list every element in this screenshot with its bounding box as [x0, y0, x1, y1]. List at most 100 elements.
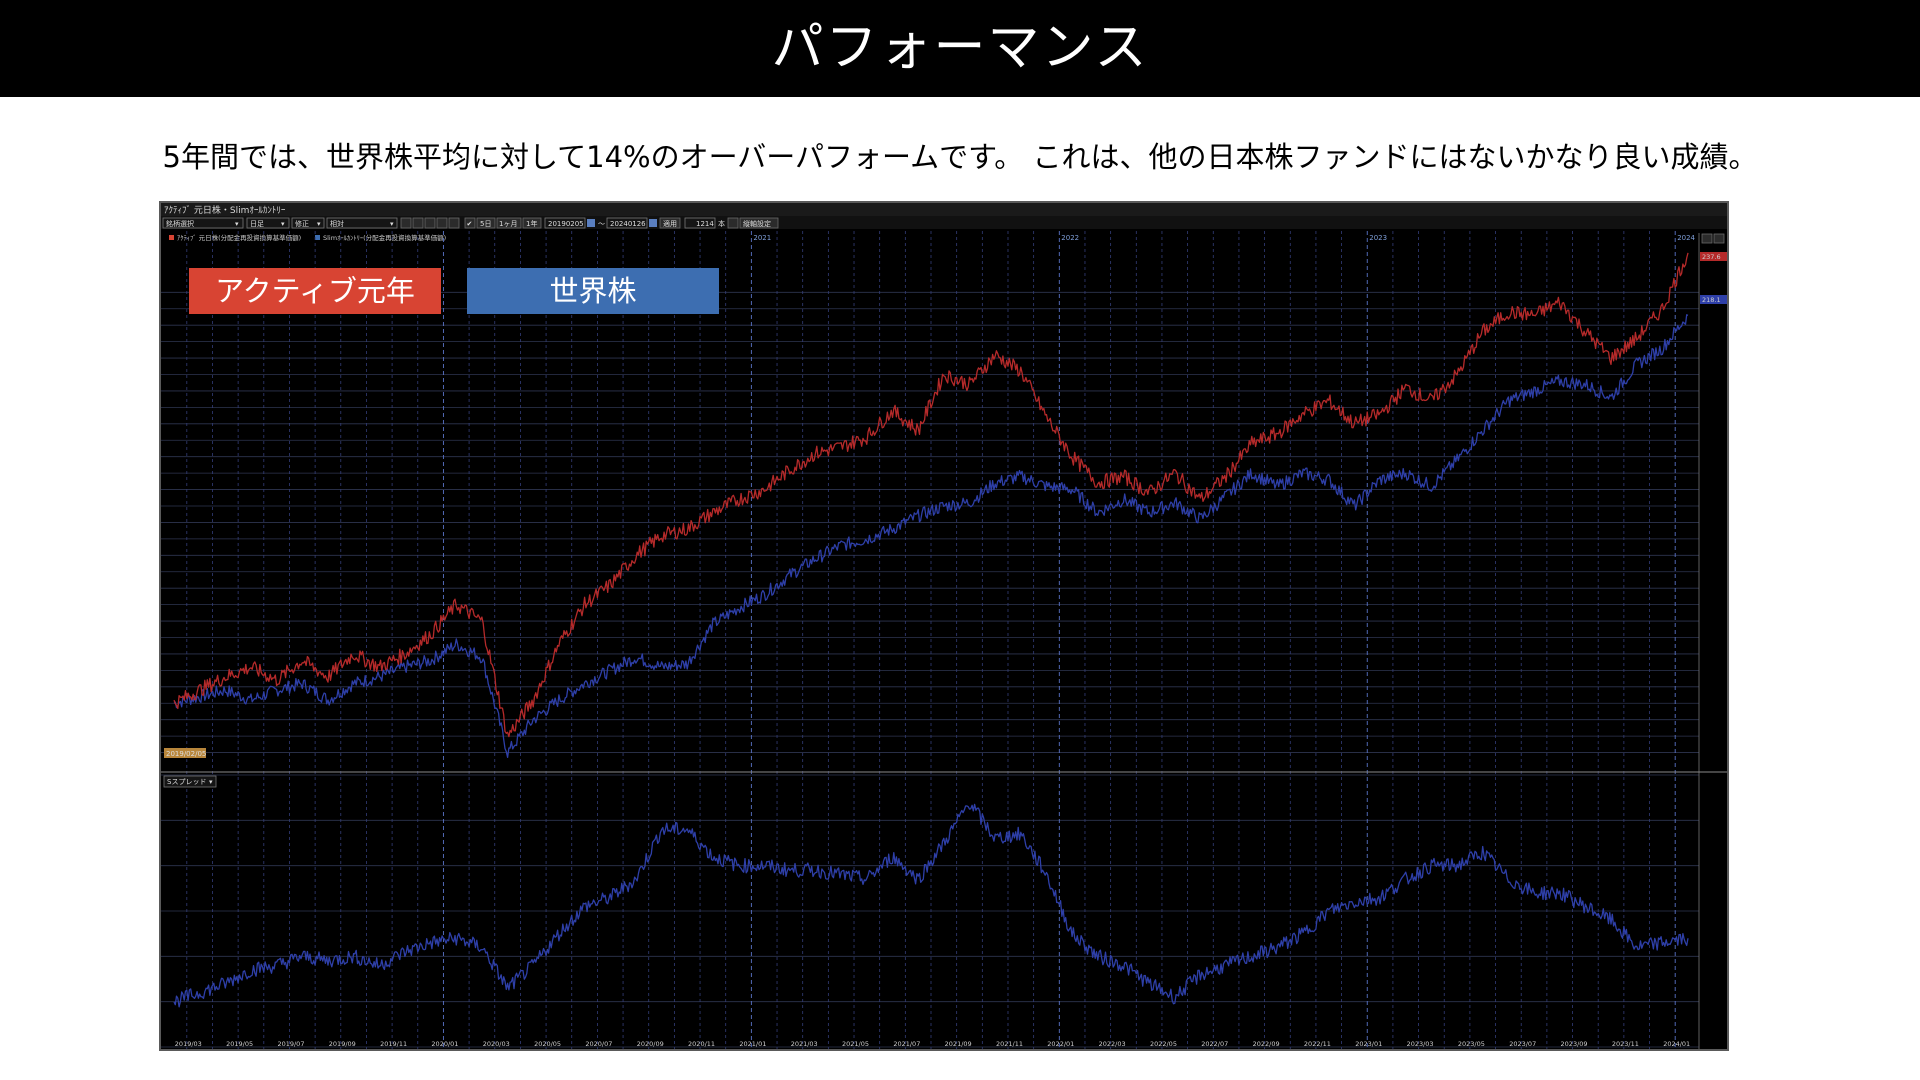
indicator-label: Sスプレッド — [167, 778, 206, 786]
x-tick-label: 2019/05 — [226, 1040, 253, 1048]
draw-tool-icon[interactable] — [424, 217, 436, 229]
start-date-text: 2019/02/05 — [166, 750, 206, 758]
symbol-dropdown-label: 銘柄選択 — [166, 219, 194, 228]
chevron-down-icon: ▾ — [390, 220, 394, 228]
adjust-dropdown[interactable] — [291, 217, 325, 229]
date-from-value: 20190205 — [548, 220, 584, 228]
x-tick-label: 2023/05 — [1458, 1040, 1485, 1048]
mode-dropdown-label: 相対 — [330, 219, 344, 228]
flag-icon[interactable] — [727, 217, 739, 229]
y-axis-panel — [1699, 233, 1727, 1049]
adjust-dropdown-label: 修正 — [295, 219, 309, 228]
last-value-tag-blue — [1700, 295, 1727, 304]
period-dropdown-label: 日足 — [250, 220, 264, 228]
draw-tool-icon[interactable] — [400, 217, 412, 229]
series-layer — [173, 252, 1689, 1008]
checkmark-glyph: ✔ — [467, 220, 473, 228]
x-tick-label: 2021/09 — [945, 1040, 972, 1048]
x-tick-label: 2021/05 — [842, 1040, 869, 1048]
x-tick-label: 2021/03 — [791, 1040, 818, 1048]
axis-settings-label: 縦軸設定 — [743, 219, 771, 228]
header-bar: パフォーマンス — [0, 0, 1920, 97]
range-1y-label: 1年 — [526, 219, 537, 228]
bar-count-unit: 本 — [718, 219, 725, 228]
bar-count-value: 1214 — [696, 220, 714, 228]
x-tick-label: 2023/01 — [1355, 1040, 1382, 1048]
calendar-icon[interactable] — [587, 219, 595, 227]
x-tick-label: 2019/07 — [277, 1040, 304, 1048]
x-tick-label: 2021/01 — [739, 1040, 766, 1048]
zoom-icon[interactable] — [436, 217, 448, 229]
x-tick-label: 2020/11 — [688, 1040, 715, 1048]
chart-svg: ｱｸﾃｨﾌﾞ 元日株・Slimｵｰﾙｶﾝﾄﾘｰ 銘柄選択 ▾ 日足 ▾ 修正 ▾… — [161, 203, 1727, 1049]
x-tick-label: 2022/11 — [1304, 1040, 1331, 1048]
x-tick-label: 2021/11 — [996, 1040, 1023, 1048]
x-tick-label: 2020/05 — [534, 1040, 561, 1048]
indicator-dropdown[interactable] — [163, 775, 217, 788]
x-tick-label: 2023/11 — [1612, 1040, 1639, 1048]
chevron-down-icon: ▾ — [281, 220, 285, 228]
axis-layer: 8590951001051101151201251301351401451501… — [175, 234, 1715, 1049]
x-tick-label: 2023/07 — [1509, 1040, 1536, 1048]
chevron-down-icon: ▾ — [317, 220, 321, 228]
last-value-tag-red — [1700, 252, 1727, 261]
last-value-blue: 218.1 — [1702, 296, 1721, 304]
bar-count-input[interactable] — [684, 217, 716, 229]
legend-swatch-red — [169, 235, 174, 240]
window-titlebar — [161, 203, 1727, 216]
last-value-red: 237.6 — [1702, 253, 1721, 261]
scroll-button[interactable] — [1701, 233, 1713, 244]
year-label: 2021 — [753, 234, 771, 242]
year-label: 2023 — [1369, 234, 1387, 242]
x-tick-label: 2022/07 — [1201, 1040, 1228, 1048]
axis-settings-button[interactable] — [739, 217, 779, 229]
x-tick-label: 2020/03 — [483, 1040, 510, 1048]
x-tick-label: 2023/03 — [1407, 1040, 1434, 1048]
legend-swatch-blue — [315, 235, 320, 240]
series-line-spread — [173, 803, 1689, 1008]
x-tick-label: 2024/01 — [1663, 1040, 1690, 1048]
x-tick-label: 2019/11 — [380, 1040, 407, 1048]
calendar-icon[interactable] — [649, 219, 657, 227]
range-1y-button[interactable] — [522, 217, 542, 229]
symbol-dropdown[interactable] — [162, 217, 244, 229]
x-tick-label: 2021/07 — [893, 1040, 920, 1048]
range-5d-label: 5日 — [480, 220, 491, 228]
range-1m-button[interactable] — [496, 217, 522, 229]
page-title: パフォーマンス — [771, 18, 1149, 78]
x-tick-label: 2022/05 — [1150, 1040, 1177, 1048]
window-title: ｱｸﾃｨﾌﾞ 元日株・Slimｵｰﾙｶﾝﾄﾘｰ — [164, 204, 286, 216]
active-fund-label: アクティブ元年 — [189, 268, 441, 314]
mode-dropdown[interactable] — [326, 217, 398, 229]
check-icon[interactable] — [464, 217, 476, 229]
year-label: 2022 — [1061, 234, 1079, 242]
x-tick-label: 2020/09 — [637, 1040, 664, 1048]
range-1m-label: 1ヶ月 — [499, 220, 517, 228]
chevron-down-icon: ▾ — [235, 220, 239, 228]
x-tick-label: 2022/01 — [1047, 1040, 1074, 1048]
apply-button[interactable] — [659, 217, 681, 229]
chevron-down-icon: ▾ — [209, 778, 213, 786]
year-label: 2024 — [1677, 234, 1695, 242]
period-dropdown[interactable] — [246, 217, 290, 229]
series-line-active — [173, 252, 1689, 738]
subtitle-text: 5年間では、世界株平均に対して14%のオーバーパフォームです。 これは、他の日本… — [162, 140, 1758, 174]
x-tick-label: 2020/07 — [585, 1040, 612, 1048]
apply-label: 適用 — [663, 219, 677, 228]
draw-tool-icon[interactable] — [412, 217, 424, 229]
legend-item-world: Slimｵｰﾙｶﾝﾄﾘｰ(分配金再投資換算基準価額) — [323, 233, 446, 242]
date-to-input[interactable] — [606, 217, 648, 229]
chart-screenshot-frame: ｱｸﾃｨﾌﾞ 元日株・Slimｵｰﾙｶﾝﾄﾘｰ 銘柄選択 ▾ 日足 ▾ 修正 ▾… — [159, 201, 1729, 1051]
draw-tool-icon[interactable] — [448, 217, 460, 229]
range-5d-button[interactable] — [476, 217, 496, 229]
world-stock-label: 世界株 — [467, 268, 719, 314]
start-date-badge — [164, 748, 206, 758]
date-from-input[interactable] — [544, 217, 586, 229]
series-line-world — [173, 314, 1689, 759]
scroll-button[interactable] — [1713, 233, 1725, 244]
x-tick-label: 2022/03 — [1099, 1040, 1126, 1048]
date-range-tilde: 〜 — [598, 220, 605, 228]
x-tick-label: 2019/09 — [329, 1040, 356, 1048]
legend-item-active: ｱｸﾃｨﾌﾞ 元日株(分配金再投資換算基準価額) — [177, 233, 301, 242]
date-to-value: 20240126 — [610, 220, 646, 228]
